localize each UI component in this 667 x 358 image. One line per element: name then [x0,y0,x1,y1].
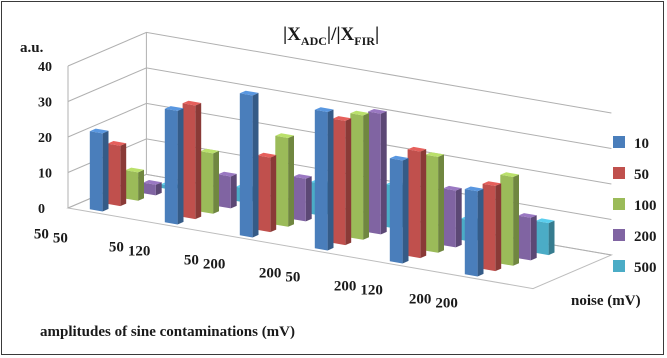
y-tick-labels: 0 10 20 30 40 [38,60,52,217]
y-tick-label: 10 [38,167,52,182]
bar-50-1 [182,100,202,220]
legend-label: 100 [634,198,657,214]
legend: 10 50 100 200 500 [613,136,657,276]
bar-200-0 [143,180,162,196]
bar-10-2 [239,90,259,238]
legend-swatch [613,198,625,210]
bar-50-2 [257,152,277,233]
bar-50-4 [407,146,427,259]
y-axis-label: a.u. [20,40,44,56]
y-tick-label: 20 [38,131,52,146]
legend-label: 50 [634,167,649,183]
bar-500-5 [535,218,555,256]
bar-50-5 [482,181,502,272]
category-label: 200 120 [334,279,383,299]
bar-200-2 [293,174,312,222]
chart-title: |XADC|/|XFIR| [283,24,379,48]
bar-100-5 [500,172,519,266]
bar-10-3 [314,107,334,251]
category-label: 50 200 [184,253,226,273]
legend-label: 500 [634,260,657,276]
legend-label: 200 [634,229,657,245]
bar-100-3 [350,110,369,240]
bar-10-1 [164,106,184,225]
legend-swatch [613,260,625,272]
bar-100-1 [200,148,219,214]
bar-200-4 [443,185,462,248]
bar-100-4 [425,152,444,253]
bar-100-2 [275,133,294,227]
category-labels: 50 50 50 120 50 200 200 50 200 120 200 200 [34,227,458,312]
legend-swatch [613,136,625,148]
bar-200-3 [368,109,387,235]
category-label: 50 120 [109,240,151,260]
bar-200-1 [218,171,237,209]
legend-swatch [613,229,625,241]
category-label: 50 50 [34,227,68,247]
bar-200-5 [518,213,537,261]
bar-10-0 [89,128,109,212]
depth-axis-label: noise (mV) [571,293,641,309]
bar-10-5 [464,186,484,277]
x-axis-label: amplitudes of sine contaminations (mV) [40,324,295,340]
bar-100-0 [125,167,144,201]
y-tick-label: 30 [38,96,52,111]
legend-swatch [613,167,625,179]
y-tick-label: 0 [38,202,45,217]
bar-50-3 [332,116,352,246]
category-label: 200 200 [409,292,458,312]
bars-group [89,90,555,277]
legend-label: 10 [634,136,649,152]
y-tick-label: 40 [38,60,52,75]
category-label: 200 50 [259,266,301,286]
bar-50-0 [107,141,127,207]
bar-10-4 [389,155,409,264]
